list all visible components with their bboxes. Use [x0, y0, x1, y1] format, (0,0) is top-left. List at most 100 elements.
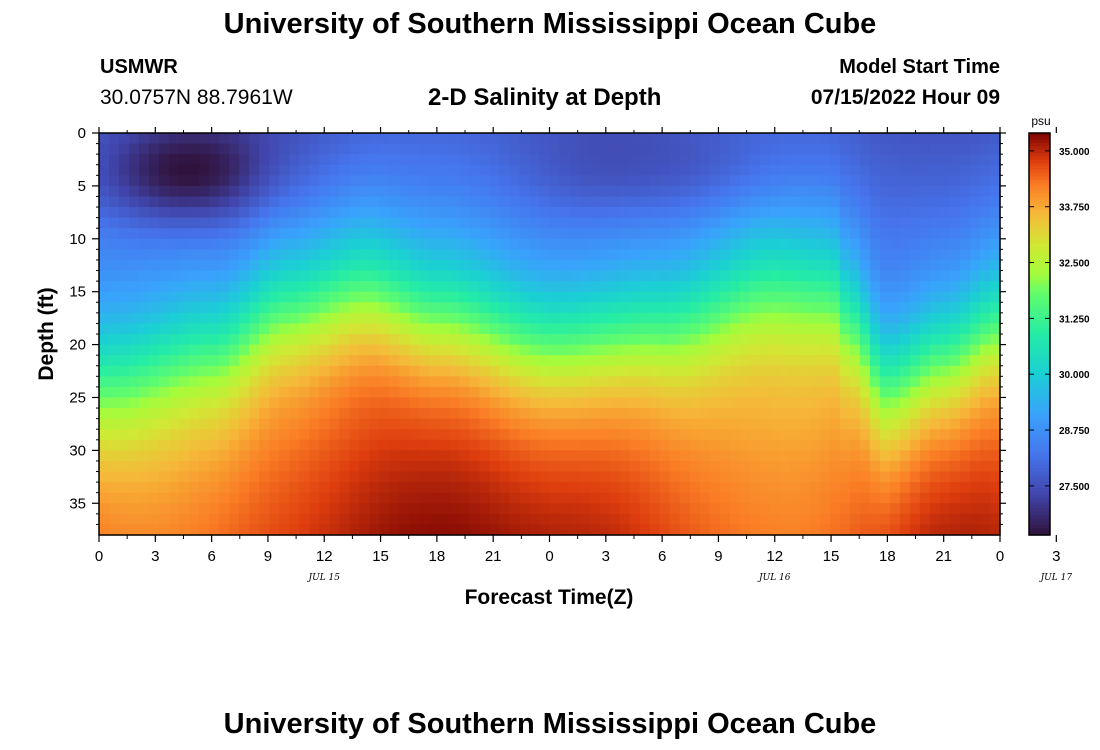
heatmap-cell — [359, 249, 370, 261]
heatmap-cell — [549, 418, 561, 430]
heatmap-cell — [909, 217, 921, 229]
heatmap-cell — [449, 482, 460, 494]
heatmap-cell — [139, 302, 150, 314]
heatmap-cell — [529, 207, 541, 219]
heatmap-cell — [459, 334, 471, 346]
heatmap-cell — [489, 386, 501, 399]
heatmap-cell — [979, 482, 991, 494]
heatmap-cell — [179, 365, 190, 377]
heatmap-cell — [469, 439, 481, 451]
heatmap-cell — [399, 154, 410, 166]
heatmap-cell — [829, 334, 841, 346]
heatmap-cell — [979, 270, 991, 282]
heatmap-cell — [419, 217, 430, 229]
heatmap-cell — [429, 408, 440, 420]
heatmap-cell — [439, 238, 450, 250]
heatmap-cell — [799, 397, 811, 409]
heatmap-cell — [659, 143, 671, 155]
heatmap-cell — [569, 291, 581, 303]
heatmap-cell — [219, 450, 230, 462]
colorbar-cell — [1029, 313, 1050, 318]
heatmap-cell — [349, 376, 360, 388]
heatmap-cell — [879, 185, 891, 198]
heatmap-cell — [669, 312, 681, 325]
heatmap-cell — [459, 408, 471, 420]
heatmap-cell — [129, 312, 140, 325]
heatmap-cell — [519, 270, 531, 282]
heatmap-cell — [749, 291, 761, 303]
heatmap-cell — [159, 503, 170, 515]
heatmap-cell — [269, 397, 280, 409]
heatmap-cell — [339, 238, 350, 250]
heatmap-cell — [469, 291, 481, 303]
heatmap-cell — [139, 228, 150, 240]
heatmap-cell — [389, 386, 400, 399]
heatmap-cell — [549, 429, 561, 441]
heatmap-cell — [269, 439, 280, 451]
heatmap-cell — [649, 164, 661, 176]
heatmap-cell — [859, 259, 871, 272]
heatmap-cell — [979, 133, 991, 145]
heatmap-cell — [399, 185, 410, 198]
heatmap-cell — [809, 154, 821, 166]
heatmap-cell — [979, 302, 991, 314]
heatmap-cell — [649, 312, 661, 325]
heatmap-cell — [969, 386, 981, 399]
heatmap-cell — [859, 344, 871, 356]
heatmap-cell — [539, 185, 551, 198]
heatmap-cell — [299, 175, 310, 187]
heatmap-cell — [419, 460, 430, 473]
heatmap-cell — [419, 196, 430, 208]
heatmap-cell — [659, 450, 671, 462]
heatmap-cell — [529, 386, 541, 399]
heatmap-cell — [909, 312, 921, 325]
heatmap-cell — [719, 471, 731, 483]
heatmap-cell — [129, 524, 140, 536]
heatmap-cell — [819, 482, 831, 494]
heatmap-cell — [879, 154, 891, 166]
heatmap-cell — [599, 524, 611, 536]
heatmap-cell — [979, 408, 991, 420]
heatmap-cell — [489, 429, 501, 441]
heatmap-cell — [749, 450, 761, 462]
heatmap-cell — [649, 228, 661, 240]
heatmap-cell — [359, 291, 370, 303]
heatmap-cell — [839, 450, 851, 462]
heatmap-cell — [619, 259, 631, 272]
heatmap-cell — [569, 259, 581, 272]
heatmap-cell — [929, 503, 941, 515]
heatmap-cell — [489, 281, 501, 293]
heatmap-cell — [449, 185, 460, 198]
heatmap-cell — [399, 355, 410, 367]
heatmap-cell — [279, 503, 290, 515]
heatmap-cell — [469, 238, 481, 250]
heatmap-cell — [209, 397, 220, 409]
heatmap-cell — [319, 154, 330, 166]
heatmap-cell — [479, 460, 491, 473]
heatmap-cell — [429, 355, 440, 367]
heatmap-cell — [239, 471, 250, 483]
heatmap-cell — [709, 376, 721, 388]
heatmap-cell — [799, 207, 811, 219]
heatmap-cell — [579, 323, 591, 335]
heatmap-cell — [289, 524, 300, 536]
heatmap-cell — [419, 365, 430, 377]
heatmap-cell — [669, 228, 681, 240]
heatmap-cell — [159, 355, 170, 367]
heatmap-cell — [249, 513, 260, 526]
heatmap-cell — [619, 386, 631, 399]
heatmap-cell — [229, 513, 240, 526]
heatmap-cell — [989, 175, 1001, 187]
heatmap-cell — [459, 259, 471, 272]
heatmap-cell — [579, 397, 591, 409]
heatmap-cell — [179, 217, 190, 229]
heatmap-cell — [529, 238, 541, 250]
heatmap-cell — [429, 482, 440, 494]
heatmap-cell — [439, 217, 450, 229]
heatmap-cell — [829, 196, 841, 208]
heatmap-cell — [919, 143, 931, 155]
heatmap-cell — [659, 312, 671, 325]
heatmap-cell — [379, 270, 390, 282]
heatmap-cell — [519, 471, 531, 483]
heatmap-cell — [579, 196, 591, 208]
